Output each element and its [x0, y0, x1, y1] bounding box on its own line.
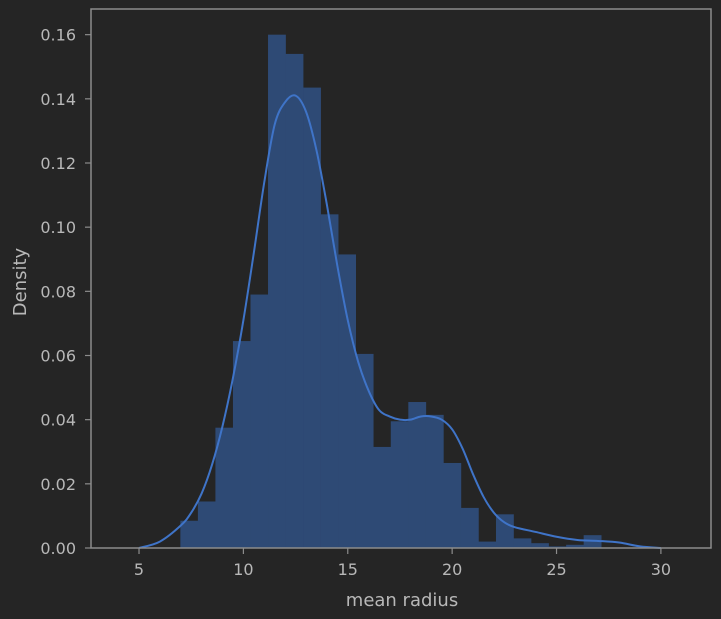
x-tick-label: 20 [442, 560, 462, 579]
x-axis: 5 10 15 20 25 30 [134, 548, 671, 579]
histogram-bar [566, 544, 584, 548]
y-tick-label: 0.06 [40, 347, 76, 366]
histogram-bar [338, 254, 356, 548]
histogram-bar [425, 414, 444, 548]
histogram-bar [320, 214, 339, 548]
histogram-bars [180, 34, 602, 549]
x-tick-label: 15 [338, 560, 358, 579]
y-tick-label: 0.08 [40, 282, 76, 301]
histogram-bar [548, 546, 567, 548]
y-axis: 0.00 0.02 0.04 0.06 0.08 0.10 0.12 0.14 0.16 [40, 26, 91, 558]
histogram-bar [268, 34, 286, 549]
histogram-bar [390, 421, 409, 548]
histogram-bar [180, 520, 199, 548]
histogram-bar [215, 427, 234, 548]
histogram-bar [355, 353, 374, 548]
y-tick-label: 0.10 [40, 218, 76, 237]
histogram-bar [250, 294, 269, 548]
y-tick-label: 0.12 [40, 154, 76, 173]
y-tick-label: 0.04 [40, 411, 76, 430]
x-tick-label: 25 [546, 560, 566, 579]
x-tick-label: 5 [134, 560, 144, 579]
histogram-bar [513, 538, 532, 549]
histogram-bar [408, 402, 427, 548]
histogram-bar [232, 341, 251, 548]
y-tick-label: 0.14 [40, 90, 76, 109]
x-tick-label: 30 [651, 560, 671, 579]
x-axis-label: mean radius [346, 590, 458, 611]
y-tick-label: 0.16 [40, 26, 76, 45]
y-axis-label: Density [10, 247, 31, 316]
kde-curve [138, 94, 661, 549]
axes-frame [90, 8, 712, 549]
histogram-bar [460, 507, 479, 548]
y-tick-label: 0.02 [40, 475, 76, 494]
histogram-bar [285, 53, 304, 549]
y-tick-label: 0.00 [40, 539, 76, 558]
histogram-bar [531, 543, 549, 548]
histogram-bar [373, 446, 392, 548]
histogram-bar [197, 501, 216, 548]
histogram-bar [478, 541, 497, 548]
histogram-bar [495, 514, 514, 548]
histogram-bar [443, 462, 462, 548]
histogram-bar [303, 87, 321, 548]
x-tick-label: 10 [233, 560, 253, 579]
